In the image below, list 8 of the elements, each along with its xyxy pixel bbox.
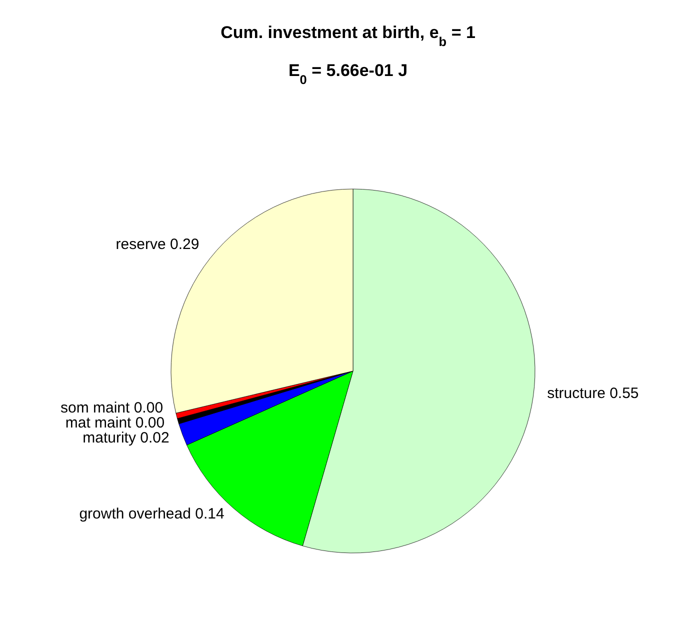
chart-title: Cum. investment at birth, e$_{b}$ = 1 bbox=[220, 23, 476, 48]
slice-label: mat maint 0.00 bbox=[65, 414, 165, 432]
chart-subtitle: E$_{0}$ = 5.66e-01 J bbox=[288, 61, 408, 86]
slice-label: reserve 0.29 bbox=[116, 236, 200, 254]
slice-label: structure 0.55 bbox=[547, 384, 639, 402]
slice-label: growth overhead 0.14 bbox=[79, 505, 224, 522]
slice-label: maturity 0.02 bbox=[82, 429, 170, 446]
slice-label: som maint 0.00 bbox=[60, 399, 164, 416]
